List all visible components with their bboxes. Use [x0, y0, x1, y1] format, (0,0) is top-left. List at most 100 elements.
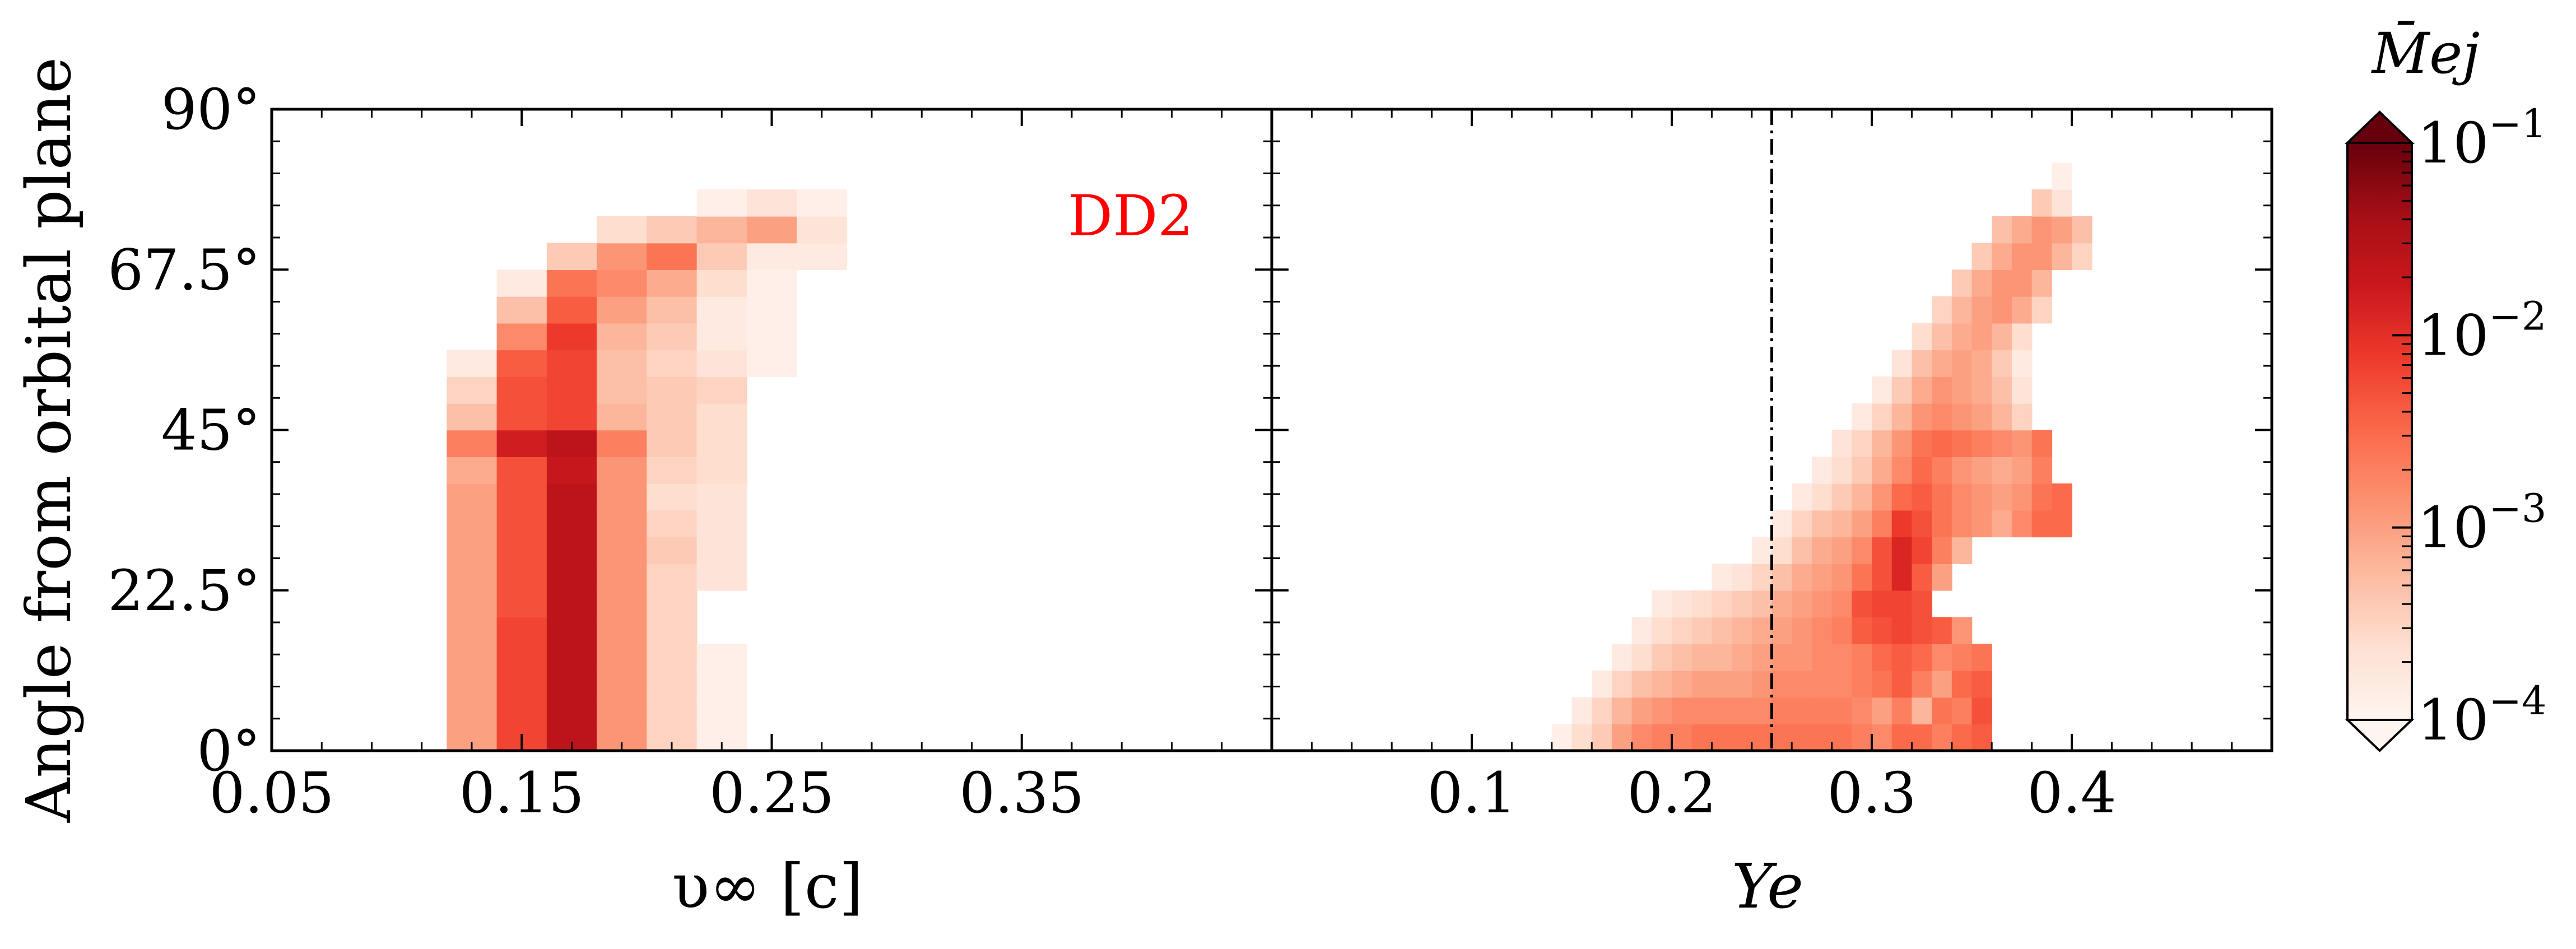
- heatmap-cell: [1691, 617, 1713, 644]
- left-ylabel: Angle from orbital plane: [13, 57, 85, 823]
- heatmap-cell: [1631, 724, 1653, 751]
- heatmap-cell: [447, 403, 497, 431]
- heatmap-cell: [1811, 510, 1833, 538]
- heatmap-cell: [597, 510, 648, 538]
- heatmap-cell: [496, 457, 547, 484]
- axis-ticks: [271, 108, 2273, 752]
- heatmap-cell: [1732, 590, 1752, 618]
- heatmap-cell: [1891, 670, 1913, 698]
- x-tick-label: 0.25: [709, 760, 834, 826]
- heatmap-cell: [447, 457, 497, 484]
- heatmap-cell: [2052, 216, 2072, 244]
- heatmap-cell: [1631, 617, 1653, 644]
- heatmap-cell: [2031, 430, 2053, 458]
- heatmap-cell: [696, 697, 747, 725]
- left-xlabel: υ∞ [c]: [672, 850, 863, 922]
- heatmap-cell: [647, 670, 698, 698]
- heatmap-cell: [647, 590, 698, 618]
- heatmap-cell: [1611, 644, 1633, 671]
- heatmap-cell: [696, 430, 747, 458]
- heatmap-cell: [1872, 403, 1893, 431]
- heatmap-cell: [647, 403, 698, 431]
- heatmap-cell: [746, 296, 797, 324]
- heatmap-cell: [496, 644, 547, 671]
- heatmap-cell: [696, 269, 747, 297]
- heatmap-cell: [496, 323, 547, 351]
- heatmap-cell: [1652, 670, 1672, 698]
- heatmap-cell: [1631, 644, 1653, 671]
- heatmap-cell: [1912, 457, 1932, 484]
- heatmap-cell: [496, 403, 547, 431]
- heatmap-cell: [1872, 697, 1893, 725]
- x-tick-label: 0.3: [1827, 760, 1916, 826]
- heatmap-cell: [1891, 644, 1913, 671]
- heatmap-cell: [1891, 430, 1913, 458]
- heatmap-cell: [1992, 243, 2012, 271]
- heatmap-cell: [1951, 269, 1973, 297]
- heatmap-cell: [496, 590, 547, 618]
- heatmap-cell: [447, 350, 497, 377]
- heatmap-cell: [1592, 670, 1612, 698]
- heatmap-cell: [1611, 697, 1633, 725]
- heatmap-cell: [1971, 644, 1992, 671]
- heatmap-cell: [1652, 590, 1672, 618]
- heatmap-cell: [1932, 296, 1952, 324]
- heatmap-cell: [1672, 617, 1692, 644]
- heatmap-cell: [1872, 430, 1893, 458]
- heatmap-cell: [597, 323, 648, 351]
- heatmap-cell: [2011, 376, 2033, 404]
- heatmap-cell: [1691, 644, 1713, 671]
- heatmap-cell: [1831, 644, 1853, 671]
- heatmap-cell: [496, 296, 547, 324]
- heatmap-cell: [1652, 644, 1672, 671]
- heatmap-cell: [1912, 403, 1932, 431]
- heatmap-cell: [1771, 590, 1792, 618]
- heatmap-cell: [1971, 403, 1992, 431]
- x-tick-label: 0.15: [459, 760, 584, 826]
- heatmap-cell: [746, 216, 797, 244]
- heatmap-cell: [597, 644, 648, 671]
- heatmap-cell: [1712, 697, 1732, 725]
- colorbar-tick-label: 10−1: [2417, 101, 2546, 176]
- heatmap-cell: [696, 564, 747, 591]
- heatmap-cell: [2031, 510, 2053, 538]
- heatmap-cell: [2052, 483, 2072, 511]
- heatmap-cell: [647, 644, 698, 671]
- heatmap-cell: [546, 617, 597, 644]
- heatmap-cell: [1771, 697, 1792, 725]
- axis-tick-labels: 0.05 0.15 0.25 0.35 0° 22.5° 45° 67.5° 90° 0.1 0.2…: [108, 77, 2116, 826]
- heatmap-cell: [1732, 617, 1752, 644]
- heatmap-cell: [1872, 376, 1893, 404]
- heatmap-cell: [1712, 644, 1732, 671]
- heatmap-cell: [1831, 483, 1853, 511]
- heatmap-cell: [1891, 403, 1913, 431]
- heatmap-cell: [696, 243, 747, 271]
- heatmap-cell: [647, 457, 698, 484]
- heatmap-cell: [696, 483, 747, 511]
- heatmap-cell: [2031, 269, 2053, 297]
- colorbar: 10−1 10−2 10−3 10−4: [2345, 101, 2546, 753]
- heatmap-cell: [1792, 590, 1812, 618]
- heatmap-cell: [1872, 644, 1893, 671]
- heatmap-cell: [447, 430, 497, 458]
- heatmap-cell: [1912, 350, 1932, 377]
- heatmap-cell: [2011, 350, 2033, 377]
- heatmap-cell: [1932, 483, 1952, 511]
- heatmap-cell: [447, 617, 497, 644]
- heatmap-cell: [1852, 697, 1872, 725]
- heatmap-cell: [2011, 243, 2033, 271]
- heatmap-cell: [1932, 323, 1952, 351]
- heatmap-cell: [496, 483, 547, 511]
- heatmap-cell: [1951, 697, 1973, 725]
- heatmap-cell: [1771, 644, 1792, 671]
- heatmap-cell: [1831, 697, 1853, 725]
- heatmap-cell: [2072, 216, 2093, 244]
- heatmap-cell: [1992, 430, 2012, 458]
- heatmap-cell: [1811, 724, 1833, 751]
- heatmap-cell: [546, 670, 597, 698]
- heatmap-cell: [696, 216, 747, 244]
- heatmap-cell: [597, 430, 648, 458]
- heatmap-cell: [696, 350, 747, 377]
- heatmap-cell: [1912, 644, 1932, 671]
- heatmap-cell: [1852, 430, 1872, 458]
